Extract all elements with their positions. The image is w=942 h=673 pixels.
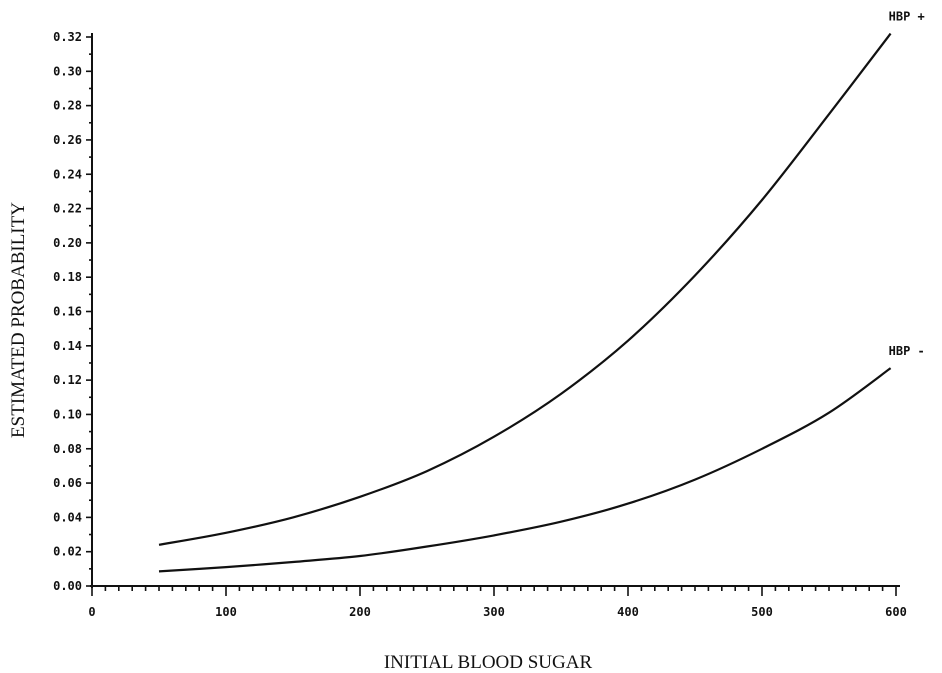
- series-line-hbp-plus: [158, 32, 892, 546]
- series-label: HBP +: [889, 10, 925, 24]
- series-line-hbp-minus: [158, 367, 892, 573]
- y-axis-title: ESTIMATED PROBABILITY: [8, 202, 29, 438]
- x-tick-label: 200: [349, 605, 371, 619]
- y-tick-label: 0.08: [53, 442, 82, 456]
- x-tick-label: 400: [617, 605, 639, 619]
- y-tick-label: 0.24: [53, 167, 82, 181]
- y-tick-label: 0.12: [53, 373, 82, 387]
- y-tick-label: 0.06: [53, 476, 82, 490]
- x-tick-label: 300: [483, 605, 505, 619]
- y-axis: 0.00 0.02 0.04 0.06 0.08 0.10 0.12 0.14 0.16 0.18…: [53, 30, 93, 593]
- x-tick-label: 500: [751, 605, 773, 619]
- series-label: HBP -: [889, 344, 925, 358]
- y-tick-label: 0.04: [53, 510, 82, 524]
- y-tick-label: 0.32: [53, 30, 82, 44]
- x-tick-label: 100: [215, 605, 237, 619]
- x-tick-label: 600: [885, 605, 907, 619]
- y-tick-label: 0.16: [53, 305, 82, 319]
- series-lines: [158, 32, 892, 573]
- y-tick-label: 0.10: [53, 407, 82, 421]
- y-tick-label: 0.28: [53, 99, 82, 113]
- x-axis: 0 100 200 300 400 500 600: [88, 585, 907, 619]
- y-tick-label: 0.20: [53, 236, 82, 250]
- y-tick-label: 0.00: [53, 579, 82, 593]
- series-labels: HBP + HBP -: [889, 10, 925, 359]
- y-tick-label: 0.30: [53, 64, 82, 78]
- x-tick-label: 0: [88, 605, 95, 619]
- y-tick-label: 0.22: [53, 202, 82, 216]
- y-tick-label: 0.14: [53, 339, 82, 353]
- y-tick-label: 0.18: [53, 270, 82, 284]
- y-tick-label: 0.02: [53, 545, 82, 559]
- y-tick-label: 0.26: [53, 133, 82, 147]
- x-axis-title: INITIAL BLOOD SUGAR: [384, 652, 593, 673]
